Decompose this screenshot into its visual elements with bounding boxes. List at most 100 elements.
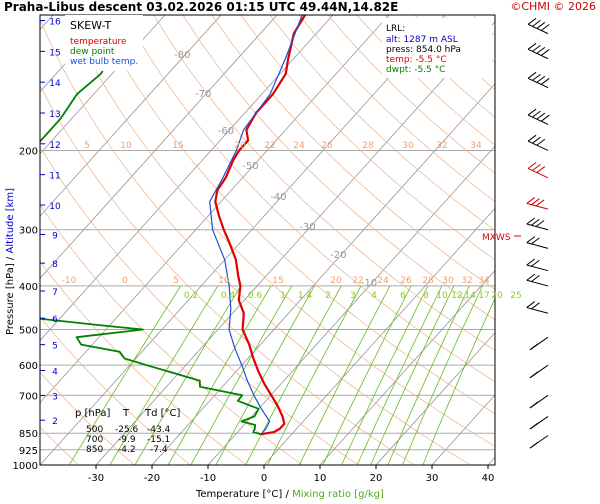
isotherm-label: -70 [195, 89, 211, 100]
dry-adiabat-label: 34 [478, 276, 490, 286]
copyright: ©CHMI © 2026 [510, 0, 596, 13]
dry-adiabat-label: 22 [264, 141, 275, 151]
wind-barb-flag [526, 217, 536, 225]
altitude-tick-label: 6 [52, 315, 58, 325]
wind-barb-flag [532, 73, 541, 81]
wind-barb [527, 71, 550, 89]
data-table: p [hPa] T Td [°C] 500 -25.6 -43.4 700 -9… [75, 408, 181, 455]
wind-barb-flag [532, 110, 541, 118]
dry-adiabat-label: 15 [172, 141, 183, 151]
dry-adiabat-line [40, 371, 135, 465]
wind-barb-staff [526, 202, 549, 210]
mixing-ratio-line [370, 285, 455, 465]
dry-adiabat-line [211, 15, 495, 290]
wind-barb-flag [536, 112, 546, 120]
wind-barb-flag [527, 108, 537, 116]
wind-barb-staff [527, 140, 549, 151]
dry-adiabat-line [124, 15, 495, 383]
series-dew-point-line [40, 15, 262, 436]
dry-adiabat-label: 24 [293, 141, 305, 151]
altitude-tick-label: 9 [52, 231, 58, 241]
pressure-tick-label: 1000 [13, 461, 38, 472]
mixing-ratio-line [387, 285, 470, 465]
dry-adiabat-label: 20 [330, 276, 342, 286]
wind-barb-staff [527, 48, 549, 60]
isotherm-line [319, 270, 495, 465]
dry-adiabat-label: 10 [218, 276, 230, 286]
dry-adiabat-line [40, 145, 359, 465]
mixing-ratio-line [356, 285, 443, 465]
wind-barb-flag [526, 197, 536, 204]
x-tick-label: 20 [370, 473, 383, 484]
dry-adiabat-label: 0 [122, 276, 128, 286]
lrl-press: press: 854.0 hPa [386, 45, 461, 55]
wind-barb-flag [532, 19, 541, 27]
altitude-tick-label: 5 [52, 342, 58, 352]
dry-adiabat-label: 30 [402, 141, 414, 151]
wind-barb-flag [536, 76, 546, 83]
table-cell: -25.6 [115, 425, 139, 435]
wind-barb-flag [526, 236, 536, 244]
dry-adiabat-label: 32 [461, 276, 472, 286]
altitude-tick-label: 12 [49, 141, 60, 151]
dry-adiabat-line [269, 15, 495, 231]
wind-barb [529, 435, 549, 449]
dry-adiabat-label: 26 [321, 141, 333, 151]
mixing-ratio-label: 0.4 [221, 291, 236, 301]
wind-barb [527, 17, 550, 35]
wind-barb [527, 162, 549, 179]
mixing-ratio-line [167, 285, 272, 465]
dry-adiabat-line [182, 15, 495, 321]
mixing-ratio-label: 20 [491, 291, 503, 301]
mixing-ratio-label: 10 [436, 291, 448, 301]
isotherm-line [263, 207, 495, 465]
mixing-ratio-line [402, 285, 483, 465]
dry-adiabat-line [40, 316, 191, 465]
plot-frame [39, 14, 496, 466]
dry-adiabat-label: 32 [436, 141, 447, 151]
wind-barb-staff [527, 77, 549, 89]
wind-barbs [526, 17, 550, 449]
wind-barb-flag [540, 49, 550, 56]
wind-barb [526, 273, 549, 287]
wind-barb-flag [526, 273, 536, 281]
wind-barb-flag [531, 237, 540, 245]
series-temperature-line [214, 15, 306, 436]
mixing-ratio-line [322, 285, 412, 465]
mixing-ratio-label: 3 [350, 291, 356, 301]
altitude-tick-label: 2 [52, 417, 58, 427]
lrl-box: LRL: alt: 1287 m ASL press: 854.0 hPa te… [382, 18, 492, 78]
pressure-tick-label: 925 [19, 446, 38, 457]
mixing-ratio-line [190, 285, 293, 465]
table-cell: 850 [86, 445, 103, 455]
dry-adiabat-line [153, 15, 495, 351]
pressure-tick-label: 500 [19, 326, 38, 337]
series-wet-bulb-temp-line [209, 15, 303, 435]
isotherm-label: -50 [242, 161, 258, 172]
isotherm-line [95, 21, 495, 465]
wind-barb-flag [529, 343, 539, 351]
isotherm-line [40, 15, 110, 93]
dry-adiabat-label: 5 [84, 141, 90, 151]
mxws-label: MXWS [482, 233, 511, 243]
isotherm-label: -20 [330, 250, 346, 261]
altitude-tick-label: 4 [52, 367, 58, 377]
legend: SKEW-T temperature dew point wet bulb te… [65, 15, 143, 71]
wind-barb [529, 336, 549, 351]
background-grid [40, 15, 495, 465]
dry-adiabat-label: 15 [272, 276, 283, 286]
pressure-tick-label: 300 [19, 226, 38, 237]
wind-barb-staff [526, 242, 549, 249]
header-station: Praha-Libus descent 03.02.2026 01:15 UTC… [4, 0, 398, 14]
y-axis-label: Pressure [hPa] / Altitude [km] [5, 188, 16, 335]
table-header-p: p [hPa] [75, 408, 110, 419]
isotherm-line [40, 15, 334, 342]
isotherm-line [40, 15, 222, 217]
isotherm-line [40, 15, 446, 465]
dry-adiabat-line [40, 426, 79, 465]
dry-adiabat-line [66, 15, 495, 447]
legend-dewpoint: dew point [70, 47, 115, 57]
wind-barb-flag [526, 301, 536, 308]
table-cell: 700 [86, 435, 103, 445]
